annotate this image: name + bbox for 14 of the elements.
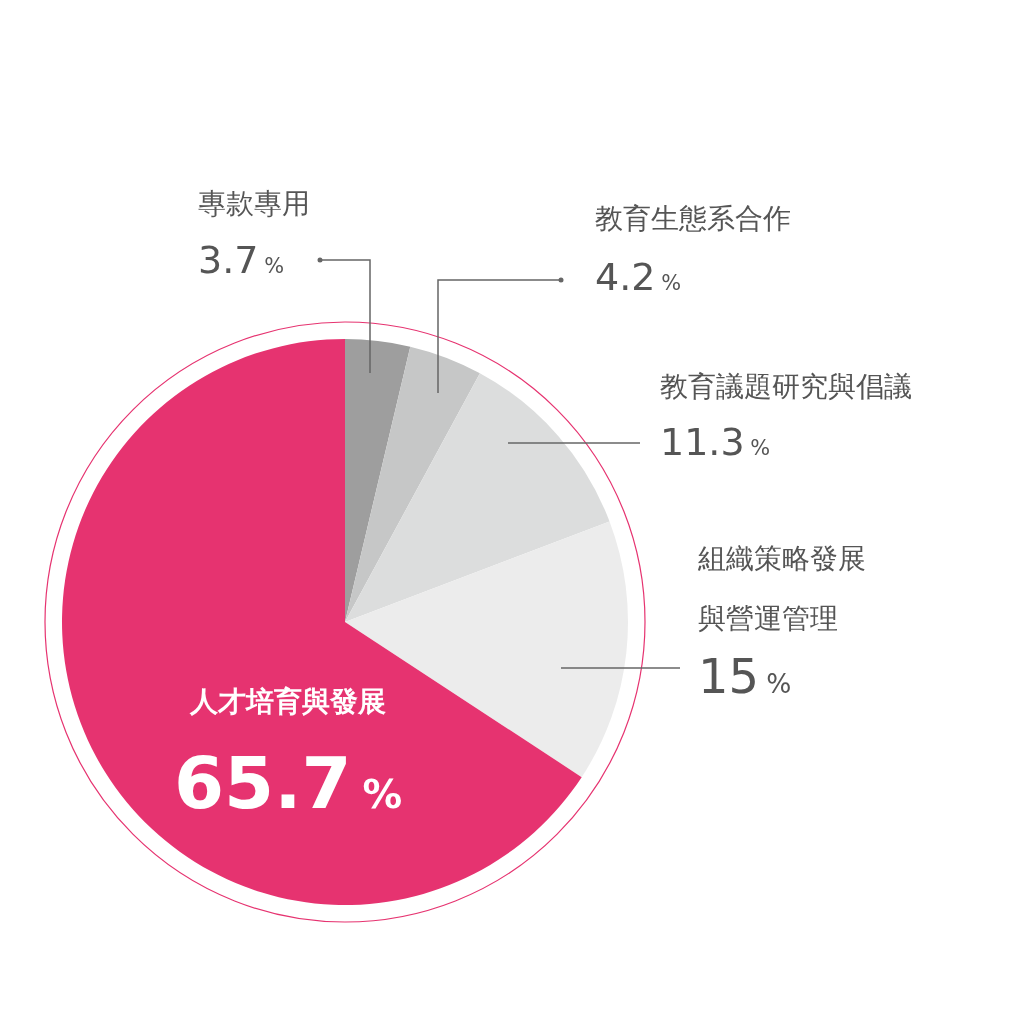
slice-label: 教育生態系合作 bbox=[595, 202, 791, 235]
data-label: 4.2% bbox=[595, 255, 681, 299]
slice-label: 專款專用 bbox=[198, 187, 310, 220]
pie-slice bbox=[345, 339, 411, 622]
pie-slice bbox=[62, 339, 582, 905]
data-label: 3.7% bbox=[198, 238, 284, 282]
data-label: 15% bbox=[698, 648, 792, 704]
data-label: 65.7% bbox=[173, 741, 403, 825]
data-label: 11.3% bbox=[660, 420, 771, 464]
pie-slice bbox=[345, 346, 480, 622]
slice-label: 人才培育與發展 bbox=[189, 685, 386, 718]
slice-label: 組織策略發展與營運管理 bbox=[697, 542, 866, 635]
pie-slice bbox=[345, 373, 610, 622]
slice-label: 教育議題研究與倡議 bbox=[660, 370, 912, 403]
